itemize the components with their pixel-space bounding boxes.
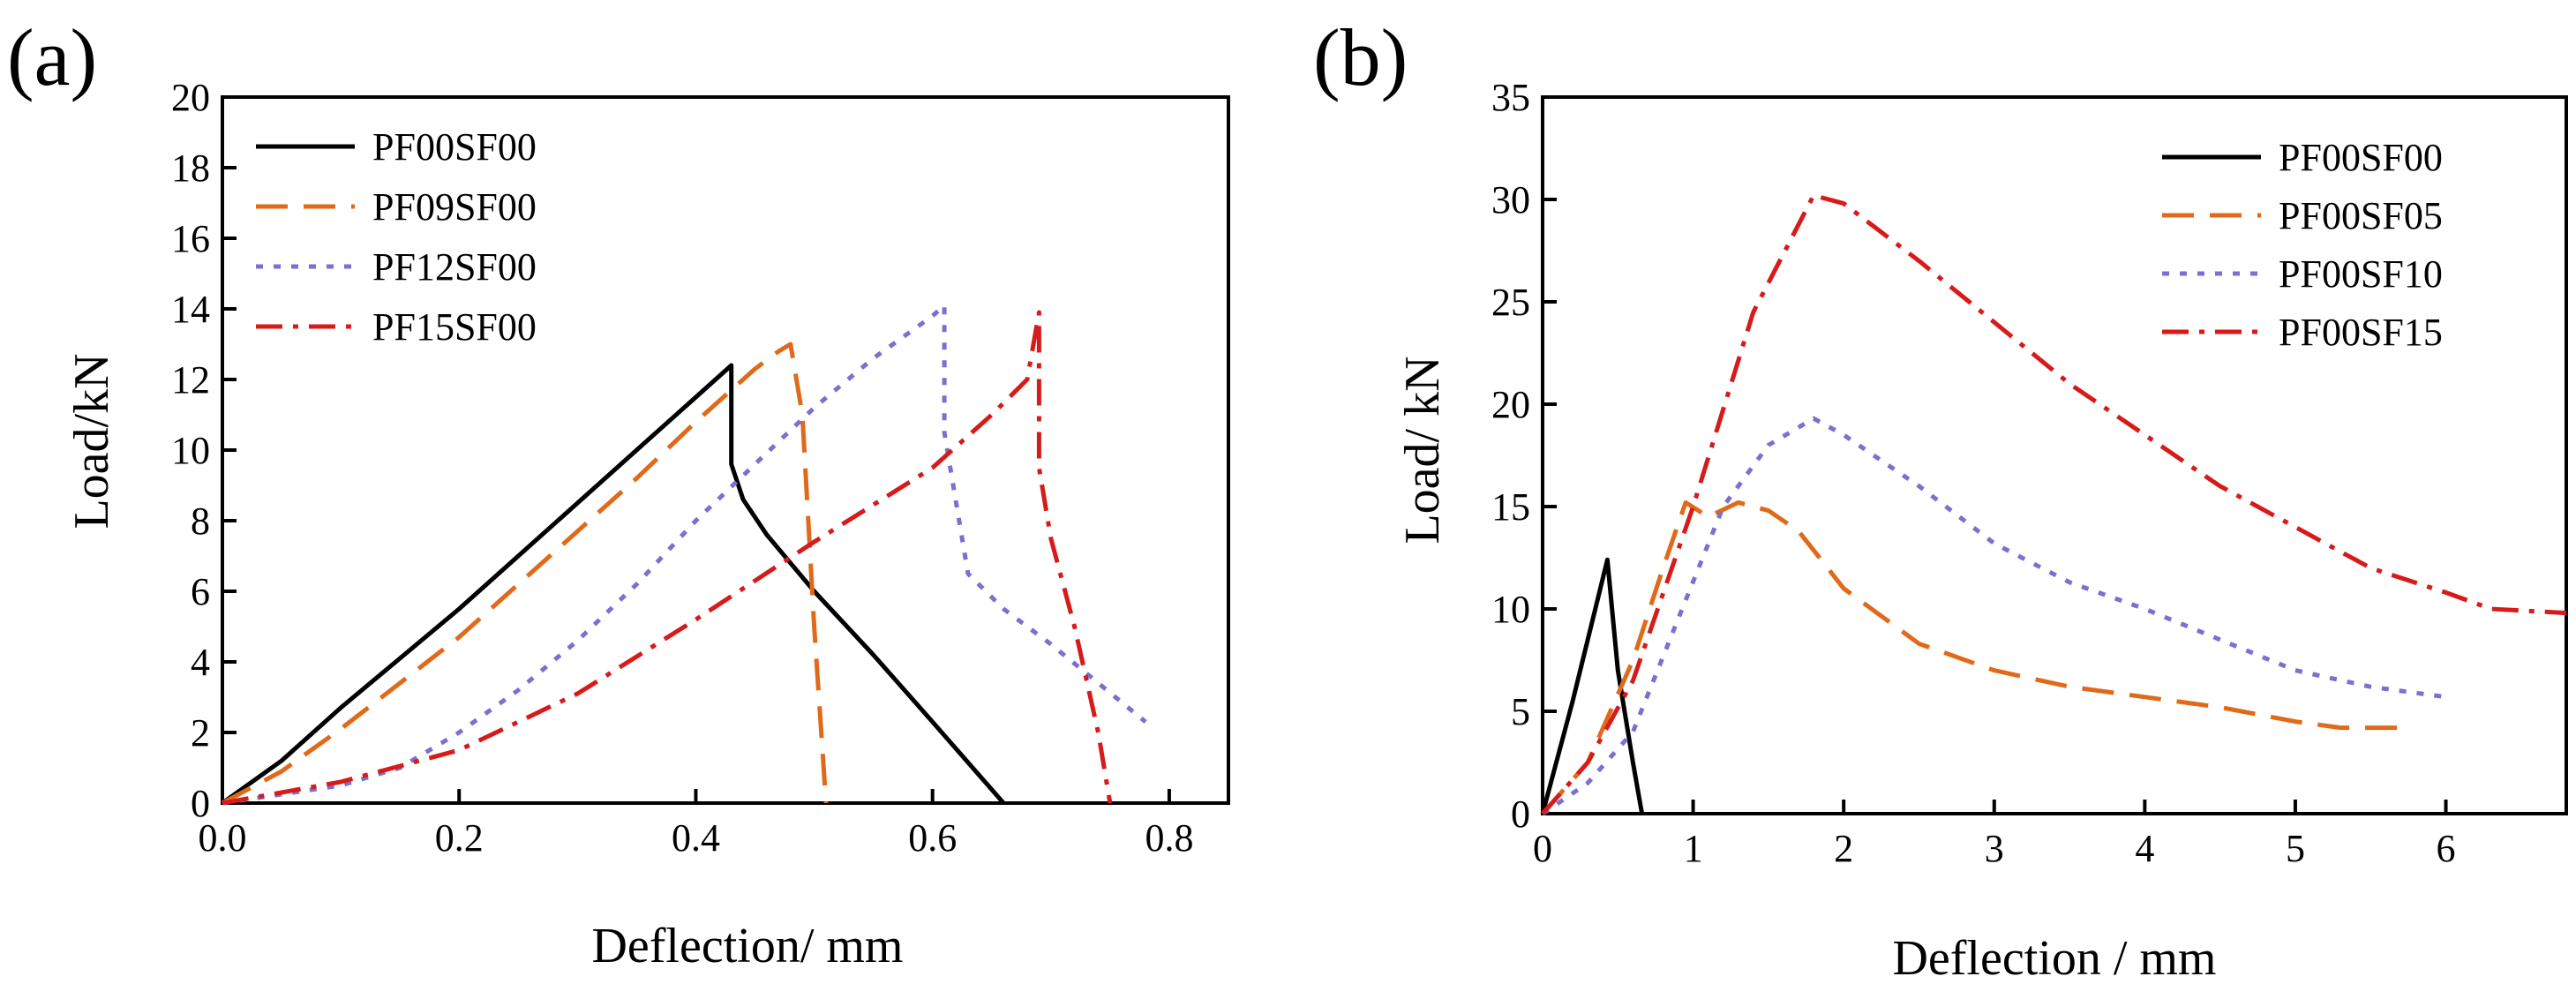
x-tick-label: 4 (2135, 827, 2154, 870)
x-tick-label: 6 (2437, 827, 2456, 870)
x-tick-label: 1 (1684, 827, 1703, 870)
y-tick-label: 10 (171, 429, 210, 472)
series-line-pf09sf00 (221, 342, 829, 806)
x-tick-label: 0.6 (908, 816, 957, 860)
panel-a-x-axis-label: Deflection/ mm (591, 919, 903, 973)
y-tick-label: 25 (1491, 281, 1530, 324)
y-tick-label: 10 (1491, 588, 1530, 631)
series-line-pf00sf00 (1540, 557, 1645, 815)
y-tick-label: 6 (191, 570, 210, 613)
y-tick-label: 4 (191, 641, 210, 684)
y-tick-label: 20 (1491, 383, 1530, 426)
y-tick-label: 16 (171, 217, 210, 260)
y-tick-label: 0 (191, 782, 210, 825)
series-line-pf15sf00 (222, 310, 1113, 806)
panel-a-legend: PF00SF00 PF09SF00 PF12SF00 PF15SF00 (256, 125, 537, 349)
panel-b-ticks: 0 1 2 3 4 5 6 0 5 10 15 20 25 30 35 (1491, 76, 2456, 870)
x-tick-label: 0.0 (199, 816, 247, 860)
y-tick-label: 0 (1511, 792, 1530, 836)
panel-a-series (221, 303, 1147, 806)
series-line-pf00sf10 (1541, 416, 2446, 816)
x-tick-label: 0 (1533, 827, 1552, 870)
legend-label-pf00sf05: PF00SF05 (2279, 194, 2443, 237)
legend-label-pf00sf00: PF00SF00 (372, 125, 537, 169)
panel-b-label: (b) (1313, 12, 1408, 102)
series-line-pf00sf15 (1541, 192, 2567, 815)
series-line-pf00sf00 (221, 363, 1006, 806)
y-tick-label: 2 (191, 711, 210, 755)
legend-label-pf00sf15: PF00SF15 (2279, 311, 2443, 354)
series-line-pf00sf05 (1541, 500, 2401, 815)
y-tick-label: 20 (171, 76, 210, 119)
legend-label-pf00sf10: PF00SF10 (2279, 252, 2443, 296)
legend-label-pf00sf00: PF00SF00 (2279, 136, 2443, 179)
y-tick-label: 35 (1491, 76, 1530, 119)
y-tick-label: 12 (171, 358, 210, 402)
x-tick-label: 0.8 (1145, 816, 1193, 860)
panel-b-y-axis-label: Load/ kN (1395, 356, 1450, 544)
x-tick-label: 3 (1985, 827, 2004, 870)
legend-label-pf09sf00: PF09SF00 (372, 185, 537, 229)
y-tick-label: 30 (1491, 178, 1530, 222)
legend-label-pf12sf00: PF12SF00 (372, 245, 537, 289)
x-tick-label: 5 (2286, 827, 2305, 870)
panel-b-series (1540, 192, 2567, 816)
panel-a-ticks: 0.0 0.2 0.4 0.6 0.8 0 2 4 6 8 10 12 14 16 18 20 (171, 76, 1193, 860)
panel-a-label: (a) (7, 12, 97, 102)
panel-a: (a) 0.0 0.2 0.4 0.6 0.8 0 2 4 6 8 10 12 14 16 18 20 PF0… (7, 12, 1230, 973)
panel-b-plot-frame (1541, 95, 2568, 815)
y-tick-label: 8 (191, 500, 210, 543)
panel-b-legend: PF00SF00 PF00SF05 PF00SF10 PF00SF15 (2162, 136, 2443, 354)
panel-a-y-axis-label: Load/kN (64, 353, 119, 529)
x-tick-label: 0.2 (435, 816, 484, 860)
x-tick-label: 0.4 (672, 816, 720, 860)
y-tick-label: 15 (1491, 485, 1530, 529)
x-tick-label: 2 (1834, 827, 1853, 870)
series-line-pf12sf00 (222, 303, 1147, 806)
legend-label-pf15sf00: PF15SF00 (372, 305, 537, 349)
panel-b-x-axis-label: Deflection / mm (1892, 931, 2216, 986)
y-tick-label: 18 (171, 146, 210, 190)
y-tick-label: 5 (1511, 690, 1530, 733)
y-tick-label: 14 (171, 288, 210, 331)
